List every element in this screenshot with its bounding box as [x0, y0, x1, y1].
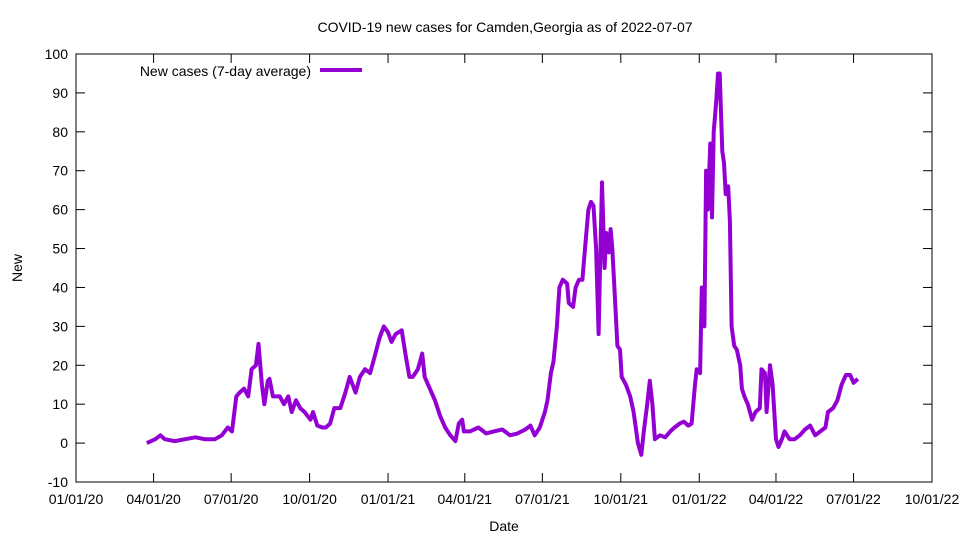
- x-tick-label: 10/01/22: [905, 491, 960, 507]
- x-tick-label: 01/01/21: [361, 491, 416, 507]
- x-tick-label: 01/01/20: [49, 491, 104, 507]
- y-tick-label: 20: [52, 357, 68, 373]
- y-tick-label: 10: [52, 396, 68, 412]
- y-axis: -10 0 10 20 30 40 50 60 70 80 90 100: [45, 46, 932, 490]
- x-axis: 01/01/20 04/01/20 07/01/20 10/01/20 01/01/21…: [49, 54, 960, 507]
- y-tick-label: 50: [52, 241, 68, 257]
- y-tick-label: 80: [52, 124, 68, 140]
- y-tick-label: 90: [52, 85, 68, 101]
- x-tick-label: 04/01/21: [438, 491, 493, 507]
- legend-label: New cases (7-day average): [140, 63, 311, 79]
- chart-title: COVID-19 new cases for Camden,Georgia as…: [317, 19, 692, 35]
- x-tick-label: 01/01/22: [672, 491, 727, 507]
- y-tick-label: 40: [52, 279, 68, 295]
- y-tick-label: 60: [52, 202, 68, 218]
- legend: New cases (7-day average): [140, 63, 362, 79]
- y-axis-label: New: [9, 253, 25, 282]
- y-tick-label: -10: [48, 474, 68, 490]
- x-tick-label: 04/01/20: [126, 491, 181, 507]
- x-axis-label: Date: [489, 518, 519, 534]
- x-tick-label: 10/01/21: [594, 491, 649, 507]
- y-tick-label: 0: [60, 435, 68, 451]
- y-tick-label: 100: [45, 46, 69, 62]
- series-line-new-cases: [145, 71, 860, 457]
- x-tick-label: 07/01/20: [204, 491, 259, 507]
- x-tick-label: 04/01/22: [749, 491, 804, 507]
- y-tick-label: 70: [52, 163, 68, 179]
- x-tick-label: 07/01/22: [826, 491, 881, 507]
- x-tick-label: 10/01/20: [282, 491, 337, 507]
- y-tick-label: 30: [52, 318, 68, 334]
- x-tick-label: 07/01/21: [515, 491, 570, 507]
- plot-border: [75, 53, 933, 483]
